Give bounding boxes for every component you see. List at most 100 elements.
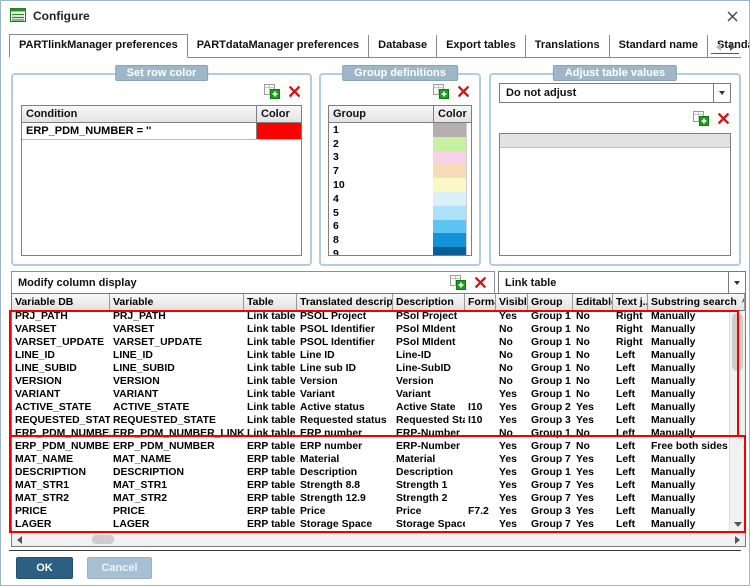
column-header-group[interactable]: Group xyxy=(333,108,366,120)
scroll-right-icon[interactable] xyxy=(735,536,740,544)
table-row[interactable]: VARSET VARSET Link table PSOL Identifier PSo… xyxy=(12,324,729,337)
column-header-variable[interactable]: Variable xyxy=(110,294,244,311)
table-row[interactable]: PRJ_PATH PRJ_PATH Link table PSOL Project PS… xyxy=(12,311,729,324)
column-header-condition[interactable]: Condition xyxy=(26,108,78,120)
column-header-translated-description[interactable]: Translated description xyxy=(297,294,393,311)
column-header-substring-search[interactable]: Substring search^ xyxy=(648,294,745,311)
horizontal-scrollbar-thumb[interactable] xyxy=(92,535,114,544)
group-color-swatch[interactable] xyxy=(433,233,466,248)
cell: ERP_PDM_NUMBER xyxy=(15,441,110,452)
column-header-editable[interactable]: Editable xyxy=(573,294,613,311)
cell xyxy=(465,454,496,467)
column-header-color[interactable]: Color xyxy=(256,106,301,122)
table-row[interactable]: ACTIVE_STATE ACTIVE_STATE Link table Active… xyxy=(12,402,729,415)
cell: Yes xyxy=(576,454,594,465)
cell: Left xyxy=(616,493,636,504)
adjust-mode-dropdown[interactable]: Do not adjust xyxy=(499,83,731,103)
table-row[interactable]: ERP_PDM_NUMBERERP_PDM_NUMBER_LINKTABLELi… xyxy=(12,428,729,441)
column-header-visible[interactable]: Visible xyxy=(496,294,528,311)
table-row[interactable]: REQUESTED_STATE REQUESTED_STATE Link table… xyxy=(12,415,729,428)
group-color-swatch[interactable] xyxy=(433,191,466,206)
cell: Strength 2 xyxy=(396,493,448,504)
group-color-swatch[interactable] xyxy=(433,150,466,165)
column-header-text-j-[interactable]: Text j... xyxy=(613,294,648,311)
table-row[interactable]: VERSION VERSION Link table Version Version No… xyxy=(12,376,729,389)
group-row[interactable]: 10 xyxy=(329,178,471,192)
table-row[interactable]: MAT_NAME MAT_NAME ERP table Material Materia… xyxy=(12,454,729,467)
cell: DESCRIPTION xyxy=(15,467,87,478)
column-header-table[interactable]: Table xyxy=(244,294,297,311)
delete-row-icon[interactable] xyxy=(288,85,301,98)
cell: VARSET_UPDATE xyxy=(15,337,105,348)
tab-export-tables[interactable]: Export tables xyxy=(437,35,526,57)
ok-button[interactable]: OK xyxy=(16,557,73,579)
group-color-swatch[interactable] xyxy=(433,136,466,151)
tab-translations[interactable]: Translations xyxy=(526,35,610,57)
cell: PRJ_PATH xyxy=(113,311,166,322)
table-row[interactable]: LINE_SUBID LINE_SUBID Link table Line sub I… xyxy=(12,363,729,376)
add-row-icon[interactable] xyxy=(264,84,280,99)
column-header-description[interactable]: Description xyxy=(393,294,465,311)
table-selector-dropdown[interactable]: Link table xyxy=(498,271,746,294)
cell: ERP table xyxy=(247,493,296,504)
group-row[interactable]: 9 xyxy=(329,247,471,255)
horizontal-scrollbar[interactable] xyxy=(12,531,745,546)
tab-partlinkmanager-preferences[interactable]: PARTlinkManager preferences xyxy=(9,34,188,58)
group-color-swatch[interactable] xyxy=(433,178,466,192)
vertical-scrollbar-thumb[interactable] xyxy=(732,313,743,371)
table-row[interactable]: VARIANT VARIANT Link table Variant Variant Ye… xyxy=(12,389,729,402)
delete-column-icon[interactable] xyxy=(474,276,487,289)
tab-scroll-left-icon[interactable] xyxy=(711,41,725,54)
tab-database[interactable]: Database xyxy=(369,35,438,57)
tab-standard-name[interactable]: Standard name xyxy=(610,35,709,57)
group-row[interactable]: 3 xyxy=(329,150,471,165)
scroll-left-icon[interactable] xyxy=(17,536,22,544)
cell: Variant xyxy=(300,389,335,400)
cell: Yes xyxy=(499,480,517,491)
table-row[interactable]: PRICE PRICE ERP table Price Price F7.2 Yes Grou… xyxy=(12,506,729,519)
table-row[interactable]: MAT_STR1 MAT_STR1 ERP table Strength 8.8 Str… xyxy=(12,480,729,493)
group-color-swatch[interactable] xyxy=(433,123,466,137)
close-icon[interactable] xyxy=(723,7,741,25)
delete-group-icon[interactable] xyxy=(457,85,470,98)
delete-adjust-icon[interactable] xyxy=(717,112,730,125)
group-color-swatch[interactable] xyxy=(433,205,466,220)
column-header-variable-db[interactable]: Variable DB xyxy=(12,294,110,311)
table-row[interactable]: LINE_ID LINE_ID Link table Line ID Line-ID No… xyxy=(12,350,729,363)
color-swatch[interactable] xyxy=(256,123,301,139)
group-row[interactable]: 7 xyxy=(329,164,471,179)
table-row[interactable]: DESCRIPTION DESCRIPTION ERP table Descripti… xyxy=(12,467,729,480)
group-row[interactable]: 8 xyxy=(329,233,471,248)
cell: Yes xyxy=(576,519,594,530)
add-column-icon[interactable] xyxy=(450,275,466,290)
table-row[interactable]: ERP_PDM_NUMBER ERP_PDM_NUMBER ERP table ERP… xyxy=(12,441,729,454)
column-header-group[interactable]: Group xyxy=(528,294,573,311)
group-row[interactable]: 4 xyxy=(329,191,471,206)
cancel-button[interactable]: Cancel xyxy=(87,557,152,579)
cell: Yes xyxy=(576,506,594,517)
add-adjust-icon[interactable] xyxy=(693,111,709,126)
tab-partdatamanager-preferences[interactable]: PARTdataManager preferences xyxy=(188,35,370,57)
table-row[interactable]: LAGER LAGER ERP table Storage Space Storage … xyxy=(12,519,729,531)
group-color-swatch[interactable] xyxy=(433,247,466,255)
set-row-color-group: Set row color Condition Color ERP_PDM_NU… xyxy=(11,65,312,266)
group-row[interactable]: 1 xyxy=(329,123,471,137)
cell: I10 xyxy=(468,415,483,426)
add-group-icon[interactable] xyxy=(433,84,449,99)
table-row[interactable]: VARSET_UPDATE VARSET_UPDATE Link table PSOL… xyxy=(12,337,729,350)
cell xyxy=(465,441,496,454)
tab-scroll-right-icon[interactable] xyxy=(725,41,739,54)
group-color-swatch[interactable] xyxy=(433,219,466,234)
row-color-row[interactable]: ERP_PDM_NUMBER = '' xyxy=(22,123,301,140)
scroll-down-icon[interactable] xyxy=(734,522,742,527)
table-row[interactable]: MAT_STR2 MAT_STR2 ERP table Strength 12.9 St… xyxy=(12,493,729,506)
group-row[interactable]: 6 xyxy=(329,219,471,234)
column-header-format[interactable]: Format xyxy=(465,294,496,311)
group-color-swatch[interactable] xyxy=(433,164,466,179)
group-row[interactable]: 2 xyxy=(329,136,471,151)
cell: No xyxy=(499,363,513,374)
column-header-group-color[interactable]: Color xyxy=(433,106,471,122)
cell: Yes xyxy=(499,415,517,426)
group-row[interactable]: 5 xyxy=(329,205,471,220)
vertical-scrollbar[interactable] xyxy=(729,311,745,531)
